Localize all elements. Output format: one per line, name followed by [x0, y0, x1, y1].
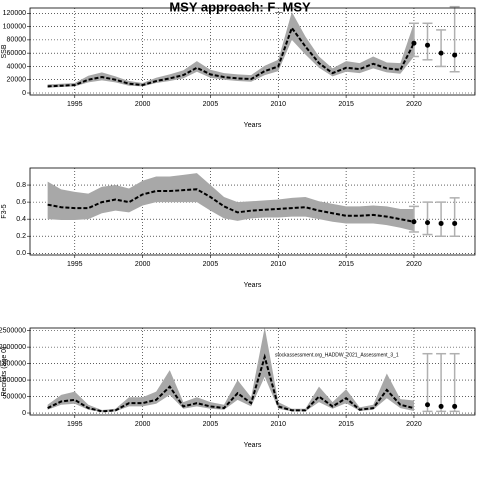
y-tick-label: 2000000: [0, 344, 26, 351]
forecast-point: [452, 403, 458, 409]
forecast-point: [425, 402, 431, 408]
confidence-band: [47, 173, 414, 232]
y-tick-label: 2500000: [0, 327, 26, 334]
x-tick-label: 2010: [270, 261, 286, 268]
forecast-point: [425, 220, 431, 226]
x-tick-label: 2005: [203, 101, 219, 108]
forecast-point: [411, 40, 417, 46]
x-tick-label: 2000: [135, 261, 151, 268]
x-tick-label: 2015: [338, 261, 354, 268]
y-tick-label: 0.4: [16, 216, 26, 223]
x-tick-label: 2015: [338, 421, 354, 428]
x-tick-label: 2000: [135, 421, 151, 428]
y-tick-label: 0.6: [16, 199, 26, 206]
x-axis-label: Years: [244, 122, 262, 129]
forecast-point: [452, 220, 458, 226]
x-tick-label: 2005: [203, 421, 219, 428]
x-tick-label: 2020: [406, 261, 422, 268]
forecast-point: [438, 403, 444, 409]
y-tick-label: 20000: [7, 77, 27, 84]
x-tick-label: 1995: [67, 261, 83, 268]
x-tick-label: 2010: [270, 421, 286, 428]
x-axis-label: Years: [244, 442, 262, 449]
estimate-line: [47, 25, 415, 88]
plot-frame: [29, 327, 476, 416]
y-tick-label: 0.8: [16, 182, 26, 189]
forecast-point: [438, 220, 444, 226]
y-tick-label: 1500000: [0, 360, 26, 367]
x-tick-label: 2015: [338, 101, 354, 108]
y-tick-label: 80000: [7, 37, 27, 44]
plot-frame: [29, 167, 476, 256]
forecast-point: [411, 219, 417, 225]
y-tick-label: 0: [22, 90, 26, 97]
y-axis-label: SSB: [1, 44, 8, 58]
annotation: stockassessment.org_HADDW_2021_Assessmen…: [275, 352, 399, 358]
y-axis-label: F3-5: [1, 204, 8, 219]
y-tick-label: 40000: [7, 63, 27, 70]
x-axis-label: Years: [244, 282, 262, 289]
x-tick-label: 2000: [135, 101, 151, 108]
confidence-band: [47, 11, 414, 88]
confidence-band: [47, 327, 414, 413]
plot-frame: [29, 7, 476, 96]
forecast-point: [438, 50, 444, 56]
y-tick-label: 120000: [3, 10, 26, 17]
x-tick-label: 1995: [67, 101, 83, 108]
x-tick-label: 2005: [203, 261, 219, 268]
y-tick-label: 0.0: [16, 250, 26, 257]
y-tick-label: 0.2: [16, 233, 26, 240]
y-tick-label: 500000: [3, 393, 26, 400]
forecast-point: [425, 42, 431, 48]
x-tick-label: 2020: [406, 421, 422, 428]
x-tick-label: 2020: [406, 101, 422, 108]
y-tick-label: 1000000: [0, 377, 26, 384]
x-tick-label: 2010: [270, 101, 286, 108]
x-tick-label: 1995: [67, 421, 83, 428]
y-tick-label: 0: [22, 410, 26, 417]
y-tick-label: 100000: [3, 23, 26, 30]
estimate-line: [47, 188, 415, 223]
chart-title: MSY approach: F_MSY: [169, 0, 311, 14]
y-axis-label: Recruits (age 0): [1, 347, 8, 397]
forecast-point: [452, 52, 458, 58]
y-tick-label: 60000: [7, 50, 27, 57]
